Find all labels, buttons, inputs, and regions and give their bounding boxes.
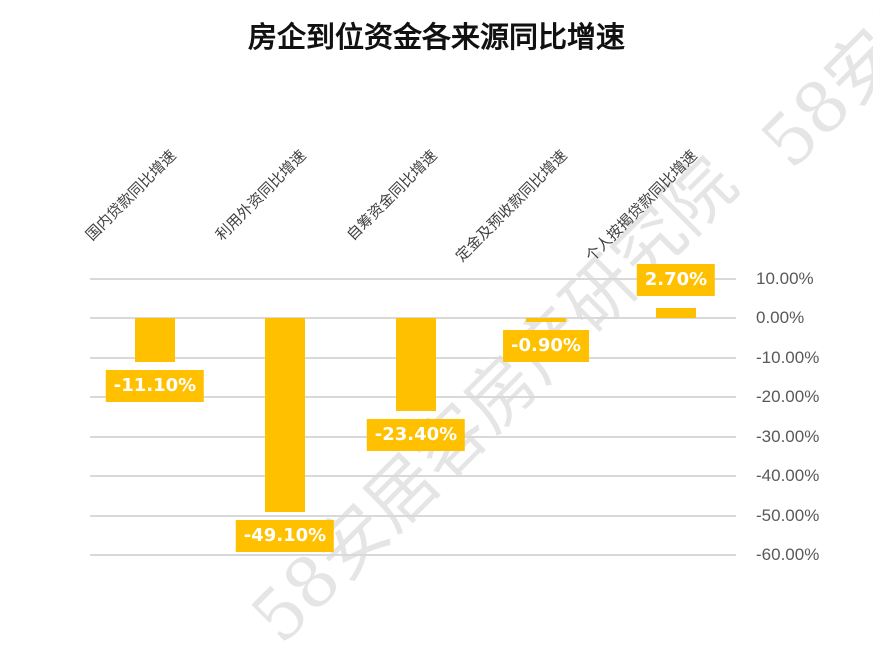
y-tick-label: -60.00% (756, 545, 820, 564)
category-label: 定金及预收款同比增速 (451, 146, 571, 266)
gridline (90, 514, 736, 517)
y-tick-label: -50.00% (756, 505, 820, 525)
category-label: 利用外资同比增速 (212, 146, 310, 245)
watermark-text: 58安居客房产研究院 (735, 0, 873, 186)
y-tick-label: -10.00% (756, 347, 820, 367)
data-label: -23.40% (366, 418, 466, 451)
bar (656, 307, 696, 319)
data-label: -0.90% (503, 329, 589, 362)
y-tick-label: -20.00% (756, 387, 820, 407)
category-label: 自筹资金同比增速 (343, 146, 441, 245)
bar (526, 318, 566, 322)
category-label: 国内贷款同比增速 (82, 146, 180, 245)
y-tick-label: -30.00% (756, 426, 820, 446)
y-tick-label: 10.00% (756, 269, 814, 288)
bar (265, 318, 305, 513)
y-tick-label: -40.00% (756, 466, 820, 486)
gridline (90, 554, 736, 556)
bar (135, 318, 175, 363)
y-tick-label: 0.00% (756, 308, 805, 328)
chart-title: 房企到位资金各来源同比增速 (247, 20, 625, 54)
category-label: 个人按揭贷款同比增速 (581, 146, 701, 266)
data-label: -49.10% (235, 520, 335, 553)
data-label: -11.10% (105, 370, 205, 403)
data-label: 2.70% (636, 263, 716, 296)
chart-plot-area: 58安居客房产研究院58安居客房产研究院10.00%0.00%-10.00%-2… (82, 0, 873, 659)
gridline (90, 278, 736, 280)
bar (396, 318, 436, 411)
gridline (90, 475, 736, 478)
